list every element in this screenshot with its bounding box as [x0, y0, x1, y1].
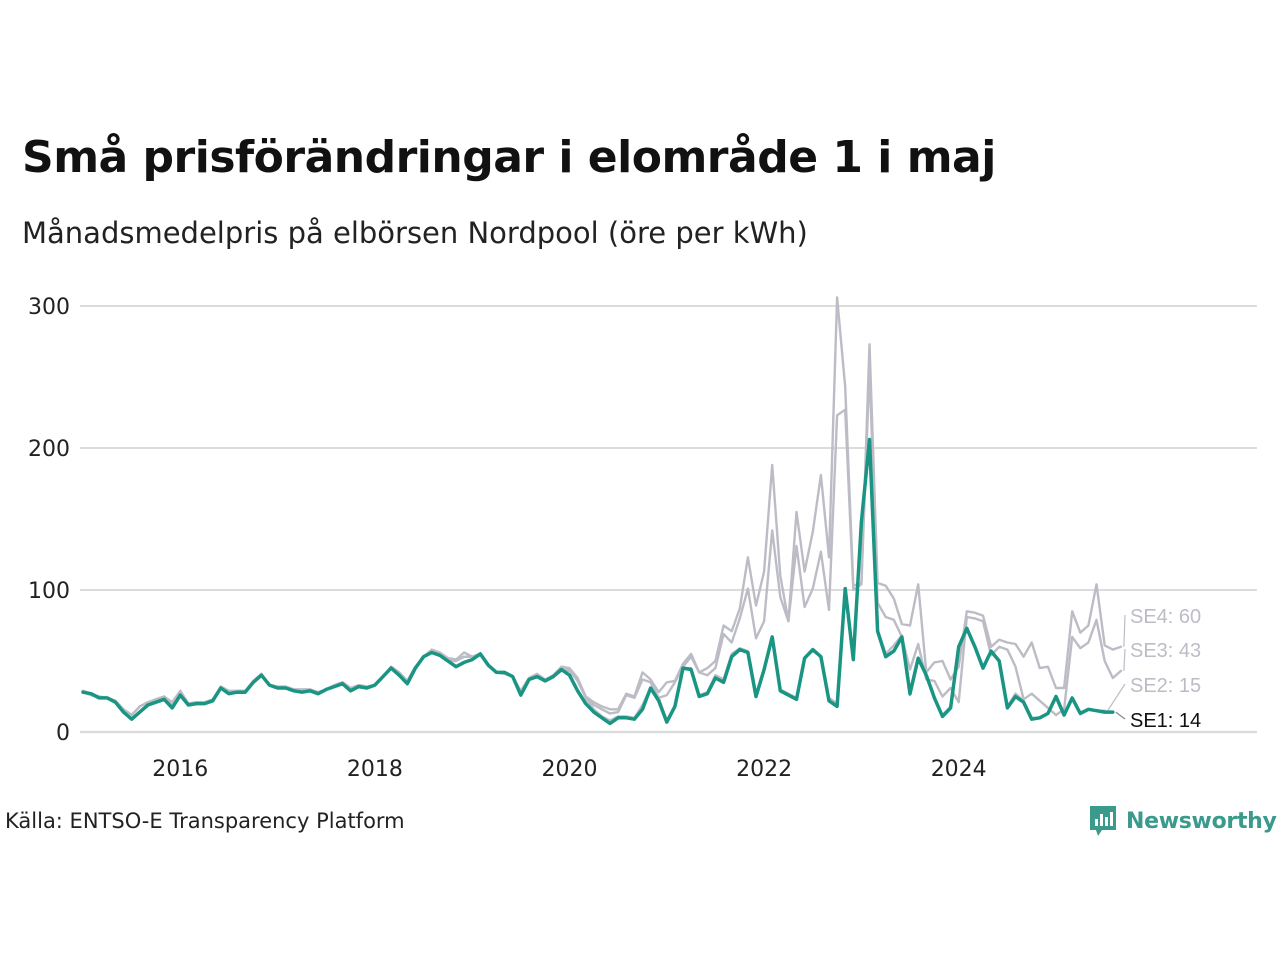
series-line-se4	[81, 296, 1123, 717]
chart-subtitle: Månadsmedelpris på elbörsen Nordpool (ör…	[22, 216, 808, 250]
y-tick-label: 200	[28, 437, 70, 462]
label-connector	[1123, 614, 1126, 647]
x-tick-label: 2018	[347, 757, 403, 782]
x-tick-label: 2022	[736, 757, 792, 782]
series-line-se3	[81, 367, 1123, 717]
line-chart: 0 100 200 300 2016 2018 2020 2022 2024 SE4: 60 SE3…	[28, 295, 1257, 782]
series-end-label: SE4: 60	[1130, 606, 1201, 628]
chart-title: Små prisförändringar i elområde 1 i maj	[22, 132, 996, 183]
label-connector	[1107, 683, 1126, 712]
x-tick-label: 2020	[542, 757, 598, 782]
brand-logo: Newsworthy	[1088, 804, 1277, 838]
y-tick-label: 0	[56, 721, 70, 746]
label-connector	[1115, 711, 1126, 720]
newsworthy-icon	[1090, 806, 1116, 836]
brand-name: Newsworthy	[1126, 808, 1277, 834]
x-tick-label: 2024	[931, 757, 987, 782]
series-line-se1	[81, 437, 1115, 726]
series-end-label: SE2: 15	[1130, 675, 1201, 697]
label-connector	[1123, 648, 1126, 671]
source-note: Källa: ENTSO-E Transparency Platform	[5, 809, 405, 833]
x-tick-label: 2016	[152, 757, 208, 782]
series-end-label: SE1: 14	[1130, 710, 1201, 732]
y-tick-label: 100	[28, 579, 70, 604]
series-end-label: SE3: 43	[1130, 640, 1201, 662]
y-tick-label: 300	[28, 295, 70, 320]
